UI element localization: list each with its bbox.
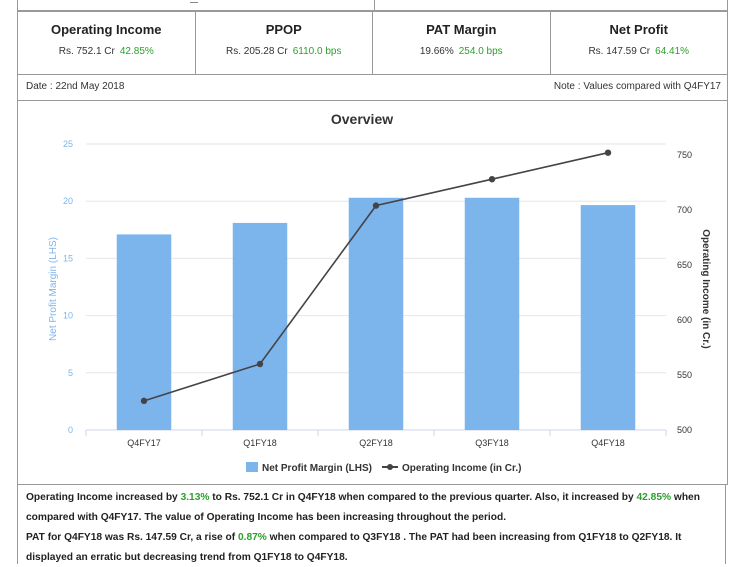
- metric-change: 42.85%: [119, 46, 154, 57]
- metric-title: PAT Margin: [426, 22, 497, 37]
- right-axis-tick-label: 750: [677, 150, 692, 160]
- x-axis-tick-label: Q4FY18: [591, 438, 625, 448]
- overview-chart-panel: Overview Q4FY17 Q1FY18 Q2FY18 Q3FY18 Q4FY18 …: [17, 101, 728, 485]
- legend-line-label: Operating Income (in Cr.): [402, 463, 521, 474]
- metric-operating-income: Operating Income Rs. 752.1 Cr 42.85%: [18, 11, 196, 74]
- legend-bar-swatch: [246, 462, 258, 472]
- bar: [580, 205, 636, 430]
- metric-title: Net Profit: [609, 22, 669, 37]
- chart-legend[interactable]: Net Profit Margin (LHS) Operating Income…: [246, 462, 521, 474]
- summary-text-run: to Rs. 752.1 Cr in Q4FY18 when compared …: [209, 492, 637, 503]
- x-axis-tick-label: Q1FY18: [243, 438, 277, 448]
- bar: [116, 234, 172, 430]
- summary-highlight: 3.13%: [180, 492, 210, 503]
- summary-highlight: 42.85%: [636, 492, 672, 503]
- top-strip-divider: [374, 0, 375, 11]
- metric-pat-margin: PAT Margin 19.66% 254.0 bps: [373, 11, 551, 74]
- bar: [464, 197, 520, 430]
- right-axis-tick-label: 650: [677, 260, 692, 270]
- legend-bar-label: Net Profit Margin (LHS): [262, 463, 372, 474]
- report-frame: Operating Income Rs. 752.1 Cr 42.85% PPOP…: [17, 0, 728, 564]
- metric-ppop: PPOP Rs. 205.28 Cr 6110.0 bps: [196, 11, 373, 74]
- right-axis-label: Operating Income (in Cr.): [700, 229, 711, 348]
- line-point: [488, 176, 496, 183]
- summary-text-run: PAT for Q4FY18 was Rs. 147.59 Cr, a rise…: [26, 532, 238, 543]
- line-point: [256, 360, 264, 368]
- metric-value: 19.66%: [419, 46, 454, 57]
- summary-highlight: 0.87%: [237, 532, 267, 543]
- x-axis-tick-label: Q2FY18: [359, 438, 393, 448]
- x-axis-tick-label: Q4FY17: [127, 438, 161, 448]
- metric-net-profit: Net Profit Rs. 147.59 Cr 64.41%: [551, 11, 728, 74]
- bar: [348, 197, 404, 430]
- summary-paragraph-pat: PAT for Q4FY18 was Rs. 147.59 Cr, a rise…: [26, 528, 717, 567]
- left-axis-tick-label: 10: [63, 311, 73, 321]
- comparison-note: Note : Values compared with Q4FY17: [553, 81, 721, 92]
- metric-value: Rs. 147.59 Cr: [588, 46, 651, 57]
- right-axis-tick-label: 550: [677, 370, 692, 380]
- metric-value: Rs. 752.1 Cr: [58, 46, 115, 57]
- legend-line-marker: [387, 464, 393, 470]
- bar: [232, 222, 288, 430]
- left-axis-tick-label: 20: [63, 196, 73, 206]
- left-axis-tick-label: 5: [68, 368, 73, 378]
- line-point: [140, 397, 148, 405]
- report-date: Date : 22nd May 2018: [26, 81, 125, 92]
- metric-value: Rs. 205.28 Cr: [226, 46, 288, 57]
- info-bar: Date : 22nd May 2018 Note : Values compa…: [17, 74, 728, 101]
- overview-chart: Overview Q4FY17 Q1FY18 Q2FY18 Q3FY18 Q4FY18 …: [48, 111, 711, 474]
- right-axis-tick-label: 500: [677, 425, 692, 435]
- summary-text: Operating Income increased by 3.13% to R…: [17, 484, 726, 564]
- metric-values: 19.66% 254.0 bps: [373, 46, 550, 57]
- line-point: [604, 149, 612, 156]
- summary-text-run: Operating Income increased by: [26, 492, 181, 503]
- metric-change: 6110.0 bps: [292, 46, 342, 57]
- chart-title: Overview: [331, 111, 393, 127]
- x-axis-tick-label: Q3FY18: [475, 438, 509, 448]
- metric-change: 64.41%: [655, 46, 690, 57]
- metric-values: Rs. 205.28 Cr 6110.0 bps: [196, 46, 373, 57]
- left-axis-label: Net Profit Margin (LHS): [48, 237, 59, 341]
- metric-change: 254.0 bps: [458, 46, 503, 57]
- left-axis-tick-label: 25: [63, 139, 73, 149]
- metric-values: Rs. 752.1 Cr 42.85%: [18, 46, 195, 57]
- top-strip-stub: [190, 2, 198, 3]
- metric-values: Rs. 147.59 Cr 64.41%: [551, 46, 728, 57]
- metric-title: Operating Income: [50, 22, 162, 37]
- summary-text-run: when compared with Q4FY17. The value of …: [26, 492, 700, 523]
- line-point: [372, 202, 380, 209]
- summary-paragraph-operating-income: Operating Income increased by 3.13% to R…: [26, 488, 717, 527]
- metrics-panel: Operating Income Rs. 752.1 Cr 42.85% PPOP…: [17, 10, 728, 75]
- summary-text-run: when compared to Q3FY18 . The PAT had be…: [26, 532, 682, 563]
- left-axis-tick-label: 15: [63, 253, 73, 263]
- metric-title: PPOP: [265, 22, 302, 37]
- left-axis-tick-label: 0: [68, 425, 73, 435]
- right-axis-tick-label: 700: [677, 205, 692, 215]
- right-axis-tick-label: 600: [677, 315, 692, 325]
